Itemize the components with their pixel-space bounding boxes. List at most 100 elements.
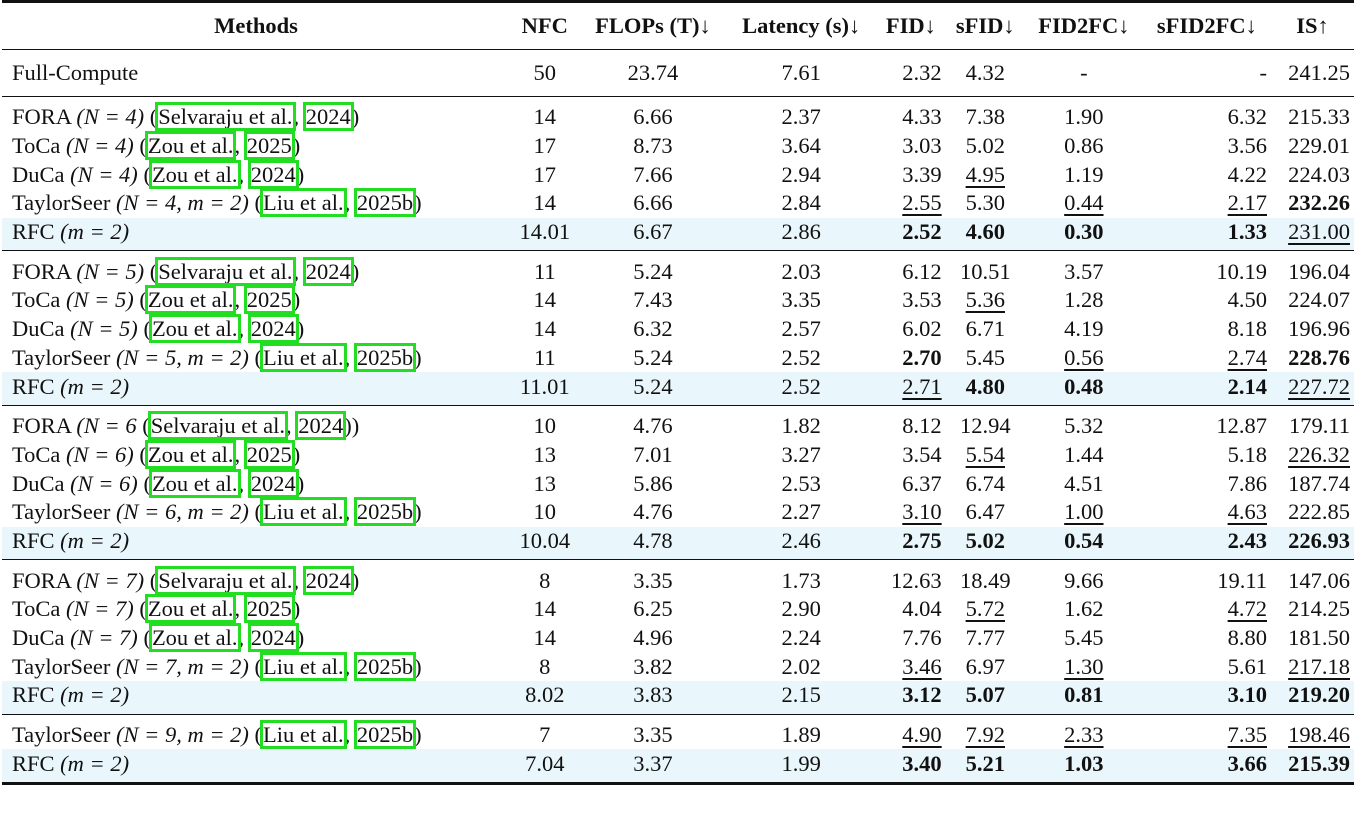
- citation-author-link[interactable]: Selvaraju et al.: [155, 102, 296, 132]
- value-sfid2fc: 2.43: [1227, 527, 1267, 553]
- cell-flops: 6.67: [579, 217, 727, 251]
- cell-fid2fc: 0.48: [1024, 372, 1143, 406]
- cell-is: 215.33: [1271, 97, 1354, 132]
- cell-sfid2fc: 3.10: [1142, 681, 1271, 715]
- value-flops: 7.01: [633, 441, 673, 467]
- method-cell: ToCa (N = 7) (Zou et al., 2025): [12, 594, 301, 624]
- method-params: (N = 9, m = 2): [116, 722, 249, 748]
- method-name: TaylorSeer: [12, 653, 111, 679]
- table-row: FORA (N = 7) (Selvaraju et al., 2024) 8 3.…: [2, 559, 1354, 595]
- cell-nfc: 14: [510, 315, 580, 344]
- cell-fid2fc: 1.03: [1024, 749, 1143, 784]
- cell-is: 198.46: [1271, 714, 1354, 749]
- cell-is: 196.04: [1271, 251, 1354, 286]
- cell-is: 226.32: [1271, 441, 1354, 470]
- citation-author-link[interactable]: Selvaraju et al.: [155, 256, 296, 286]
- value-is: 224.07: [1288, 287, 1350, 313]
- value-fid2fc: 4.51: [1064, 470, 1104, 496]
- results-table: Methods NFC FLOPs (T)↓ Latency (s)↓ FID↓…: [2, 0, 1354, 785]
- header-is: IS↑: [1296, 13, 1329, 38]
- table-row-rfc: RFC (m = 2) 11.01 5.24 2.52 2.71 4.80 0.48 2.14…: [2, 372, 1354, 406]
- value-flops: 7.66: [633, 161, 673, 187]
- citation-author-link[interactable]: Zou et al.: [144, 285, 237, 315]
- value-sfid2fc: 1.33: [1227, 219, 1267, 245]
- value-sfid2fc: 5.61: [1227, 653, 1267, 679]
- cell-fid2fc: 0.81: [1024, 681, 1143, 715]
- value-sfid2fc: 4.63: [1227, 499, 1267, 525]
- citation-year-link[interactable]: 2025: [243, 439, 295, 469]
- citation-author-link[interactable]: Zou et al.: [144, 131, 237, 161]
- citation-year-link[interactable]: 2024: [247, 159, 299, 189]
- cell-flops: 4.76: [580, 498, 727, 527]
- cell-fid: 12.63: [876, 560, 946, 595]
- citation-year-link[interactable]: 2025: [243, 131, 295, 161]
- citation-year-link[interactable]: 2024: [247, 468, 299, 498]
- cell-is: 215.39: [1270, 749, 1354, 784]
- cell-flops: 6.25: [580, 595, 727, 624]
- cell-fid2fc: 9.66: [1025, 560, 1143, 595]
- citation-author-link[interactable]: Liu et al.: [260, 497, 347, 527]
- cell-flops: 3.82: [580, 652, 727, 681]
- value-is: 231.00: [1288, 219, 1350, 245]
- citation-author-link[interactable]: Selvaraju et al.: [155, 565, 296, 595]
- value-latency: 1.99: [781, 750, 821, 776]
- value-latency: 2.52: [781, 373, 821, 399]
- value-sfid: 7.38: [965, 104, 1005, 130]
- cell-flops: 7.43: [580, 286, 727, 315]
- citation-author-link[interactable]: Zou et al.: [148, 314, 241, 344]
- cell-nfc: 14: [510, 624, 580, 653]
- citation-author-link[interactable]: Zou et al.: [144, 594, 237, 624]
- citation-year-link[interactable]: 2025b: [353, 497, 417, 527]
- cell-fid2fc: 5.32: [1025, 405, 1143, 440]
- cell-latency: 2.24: [726, 624, 876, 653]
- citation-author-link[interactable]: Zou et al.: [144, 439, 237, 469]
- method-params: (m = 2): [60, 682, 130, 708]
- cell-sfid2fc: 2.17: [1143, 189, 1271, 218]
- citation-year-link[interactable]: 2025b: [353, 720, 417, 750]
- method-params: (N = 6: [76, 413, 137, 439]
- value-sfid2fc: 2.14: [1227, 373, 1267, 399]
- value-sfid2fc: 4.50: [1227, 287, 1267, 313]
- citation-year-link[interactable]: 2025b: [353, 342, 417, 372]
- citation-year-link[interactable]: 2025: [243, 285, 295, 315]
- method-params: (N = 5): [66, 287, 134, 313]
- cell-flops: 5.24: [580, 344, 727, 373]
- method-params: (N = 4): [76, 104, 145, 130]
- cell-sfid2fc: 5.61: [1143, 652, 1271, 681]
- citation-year-link[interactable]: 2025b: [353, 651, 417, 681]
- value-fid2fc: 1.90: [1064, 104, 1104, 130]
- value-nfc: 11: [533, 344, 556, 370]
- method-cell: DuCa (N = 7) (Zou et al., 2024): [12, 623, 305, 653]
- value-flops: 3.35: [633, 567, 673, 593]
- cell-sfid2fc: 4.22: [1143, 160, 1271, 189]
- citation-author-link[interactable]: Liu et al.: [260, 651, 347, 681]
- citation-year-link[interactable]: 2024: [302, 565, 354, 595]
- cell-fid: 3.53: [876, 286, 946, 315]
- citation-author-link[interactable]: Liu et al.: [260, 720, 347, 750]
- cell-nfc: 8: [510, 652, 580, 681]
- citation-author-link[interactable]: Selvaraju et al.: [147, 411, 289, 441]
- cell-fid: 2.32: [902, 60, 942, 85]
- value-is: 229.01: [1288, 133, 1350, 159]
- method-params: (N = 5, m = 2): [116, 344, 249, 370]
- citation-year-link[interactable]: 2025: [243, 594, 295, 624]
- cell-latency: 2.52: [726, 372, 877, 406]
- citation-year-link[interactable]: 2024: [302, 256, 354, 286]
- citation-author-link[interactable]: Zou et al.: [148, 468, 241, 498]
- table-row: TaylorSeer (N = 6, m = 2) (Liu et al., 2…: [2, 497, 1354, 527]
- value-sfid: 6.74: [965, 470, 1005, 496]
- citation-year-link[interactable]: 2025b: [353, 188, 417, 218]
- citation-author-link[interactable]: Liu et al.: [260, 342, 347, 372]
- citation-author-link[interactable]: Liu et al.: [260, 188, 347, 218]
- cell-latency: 2.86: [726, 217, 877, 251]
- citation-year-link[interactable]: 2024: [247, 314, 299, 344]
- citation-year-link[interactable]: 2024: [247, 623, 299, 653]
- value-is: 226.32: [1288, 441, 1350, 467]
- citation-author-link[interactable]: Zou et al.: [148, 159, 241, 189]
- citation-year-link[interactable]: 2024: [302, 102, 354, 132]
- citation-author-link[interactable]: Zou et al.: [148, 623, 241, 653]
- citation-year-link[interactable]: 2024: [295, 411, 347, 441]
- cell-latency: 2.52: [726, 344, 876, 373]
- value-nfc: 13: [533, 441, 557, 467]
- method-name: TaylorSeer: [12, 722, 111, 748]
